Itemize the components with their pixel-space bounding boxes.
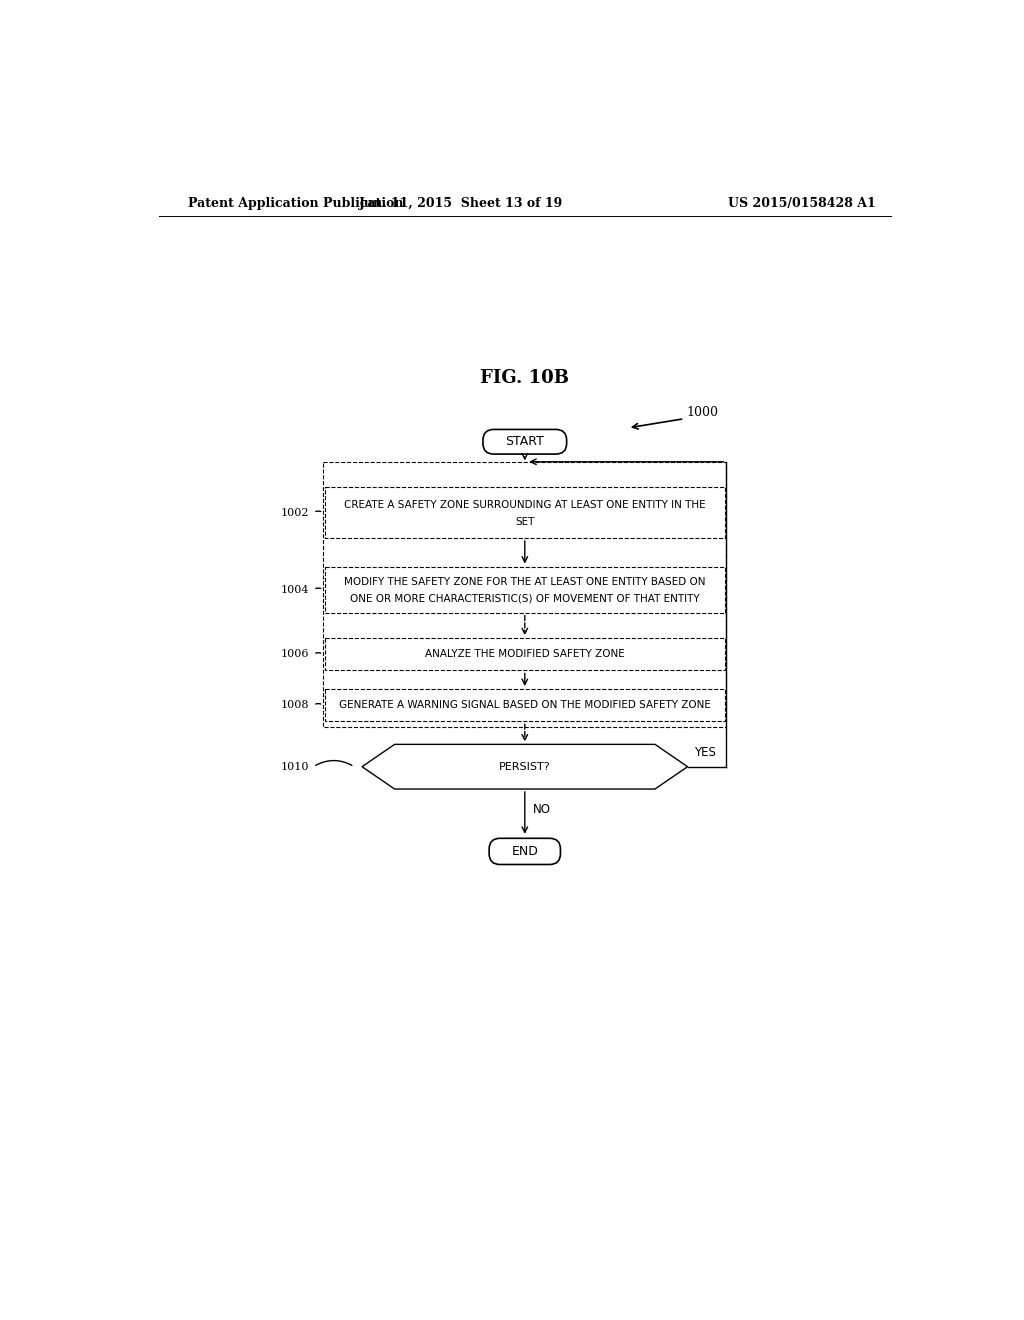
Bar <box>325 689 725 721</box>
Text: END: END <box>511 845 539 858</box>
Text: 1004: 1004 <box>281 585 309 594</box>
Text: US 2015/0158428 A1: US 2015/0158428 A1 <box>728 197 877 210</box>
Text: GENERATE A WARNING SIGNAL BASED ON THE MODIFIED SAFETY ZONE: GENERATE A WARNING SIGNAL BASED ON THE M… <box>339 700 711 710</box>
Text: 1010: 1010 <box>281 762 309 772</box>
Text: YES: YES <box>693 746 716 759</box>
Polygon shape <box>362 744 687 789</box>
Bar <box>324 462 726 727</box>
Text: FIG. 10B: FIG. 10B <box>480 368 569 387</box>
Text: 1000: 1000 <box>686 407 718 418</box>
Text: Patent Application Publication: Patent Application Publication <box>188 197 403 210</box>
Text: ANALYZE THE MODIFIED SAFETY ZONE: ANALYZE THE MODIFIED SAFETY ZONE <box>425 649 625 659</box>
Text: Jun. 11, 2015  Sheet 13 of 19: Jun. 11, 2015 Sheet 13 of 19 <box>359 197 563 210</box>
Text: MODIFY THE SAFETY ZONE FOR THE AT LEAST ONE ENTITY BASED ON: MODIFY THE SAFETY ZONE FOR THE AT LEAST … <box>344 577 706 587</box>
Bar <box>325 566 725 612</box>
Text: 1006: 1006 <box>281 649 309 659</box>
Text: NO: NO <box>532 803 551 816</box>
Bar <box>325 487 725 539</box>
Text: START: START <box>506 436 544 449</box>
Text: 1002: 1002 <box>281 508 309 517</box>
Text: PERSIST?: PERSIST? <box>499 762 551 772</box>
FancyBboxPatch shape <box>489 838 560 865</box>
Text: SET: SET <box>515 517 535 527</box>
Text: ONE OR MORE CHARACTERISTIC(S) OF MOVEMENT OF THAT ENTITY: ONE OR MORE CHARACTERISTIC(S) OF MOVEMEN… <box>350 594 699 603</box>
Text: CREATE A SAFETY ZONE SURROUNDING AT LEAST ONE ENTITY IN THE: CREATE A SAFETY ZONE SURROUNDING AT LEAS… <box>344 500 706 510</box>
FancyBboxPatch shape <box>483 429 566 454</box>
Text: 1008: 1008 <box>281 700 309 710</box>
Bar <box>325 638 725 671</box>
